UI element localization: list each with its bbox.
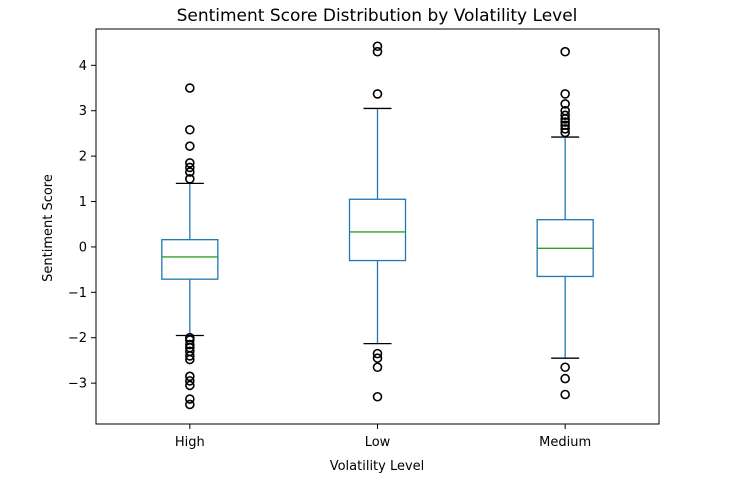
y-tick-label: 1 xyxy=(79,195,87,210)
outlier-point xyxy=(185,158,195,168)
outlier-point xyxy=(372,89,383,99)
outlier-point xyxy=(185,371,195,382)
plot-area: −3 −2 −1 0 1 2 3 4 High Low Medium xyxy=(68,28,660,450)
outlier-point xyxy=(372,41,383,52)
outlier-point xyxy=(560,389,570,400)
outlier-point xyxy=(185,83,195,93)
outlier-point xyxy=(185,394,195,404)
iqr-box xyxy=(161,239,219,280)
x-tick-label: Low xyxy=(365,435,391,450)
outlier-point xyxy=(185,354,195,365)
outlier-point xyxy=(185,351,195,361)
y-tick-label: 2 xyxy=(79,150,87,165)
outlier-point xyxy=(372,46,383,57)
outlier-point xyxy=(560,46,570,57)
iqr-box xyxy=(348,198,407,262)
outlier-point xyxy=(372,362,383,373)
outlier-point xyxy=(185,167,195,177)
y-tick-label: −1 xyxy=(68,286,87,301)
x-axis-label: Volatility Level xyxy=(330,459,425,474)
y-tick-label: 3 xyxy=(79,104,87,119)
y-axis-label: Sentiment Score xyxy=(41,174,56,282)
outlier-point xyxy=(560,99,570,109)
x-tick-label: Medium xyxy=(539,435,591,450)
outlier-point xyxy=(185,124,195,135)
outlier-point xyxy=(560,373,570,384)
outlier-point xyxy=(185,162,195,173)
outlier-point xyxy=(372,391,383,402)
plot-frame xyxy=(95,28,660,425)
outlier-point xyxy=(185,376,195,386)
outlier-point xyxy=(185,339,195,350)
outlier-point xyxy=(560,89,570,99)
outlier-point xyxy=(560,114,570,124)
outlier-point xyxy=(560,127,570,138)
outlier-point xyxy=(185,399,195,410)
y-tick-label: −2 xyxy=(68,331,87,346)
outlier-point xyxy=(560,117,570,127)
outlier-point xyxy=(185,174,195,184)
y-tick-label: 0 xyxy=(79,240,87,255)
outlier-point xyxy=(372,348,383,359)
outlier-point xyxy=(560,124,570,134)
outlier-point xyxy=(372,353,383,363)
outlier-point xyxy=(560,110,570,121)
outlier-point xyxy=(185,380,195,391)
chart-title: Sentiment Score Distribution by Volatili… xyxy=(177,6,578,26)
x-tick-label: High xyxy=(175,435,205,450)
outlier-point xyxy=(560,362,570,373)
y-tick-label: −3 xyxy=(68,377,87,392)
y-tick-label: 4 xyxy=(79,59,87,74)
outlier-point xyxy=(185,141,195,151)
